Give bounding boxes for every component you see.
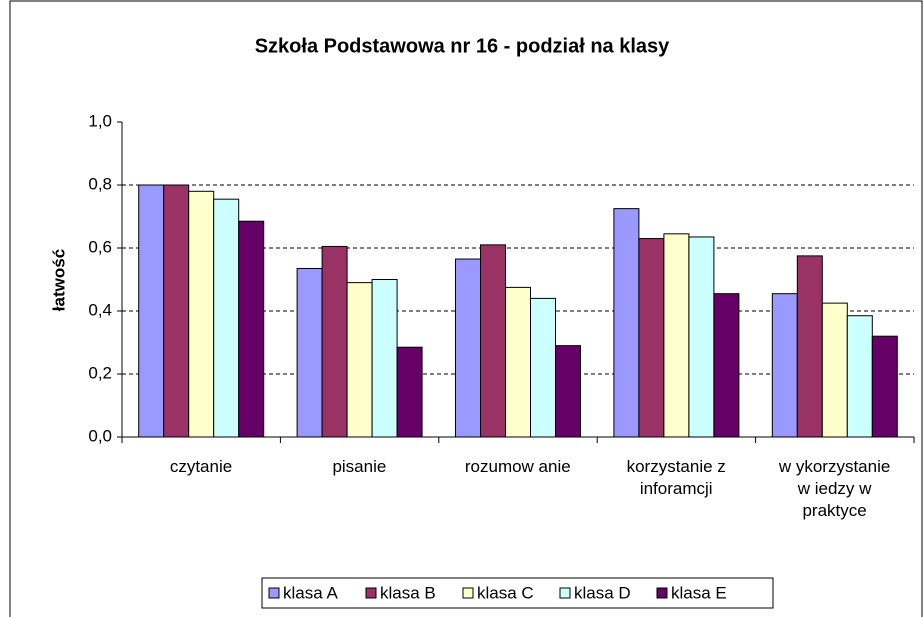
y-tick-label: 0,8 (88, 174, 112, 193)
y-tick-label: 1,0 (88, 111, 112, 130)
y-tick-label: 0,4 (88, 300, 112, 319)
bar (796, 255, 823, 438)
bar (213, 198, 240, 438)
bar (555, 345, 581, 438)
legend-swatch (559, 587, 571, 599)
bar (480, 244, 506, 438)
legend-label: klasa E (671, 583, 727, 602)
bar (455, 258, 481, 438)
bar (321, 245, 348, 438)
legend-label: klasa B (380, 583, 436, 602)
legend-label: klasa D (574, 583, 631, 602)
bar (871, 335, 898, 438)
bar (296, 267, 323, 438)
legend-swatch (656, 587, 668, 599)
chart-border (9, 0, 923, 617)
bar (346, 282, 373, 438)
bar (688, 236, 715, 438)
y-tick-label: 0,0 (88, 426, 112, 445)
bar (188, 190, 215, 438)
chart-title: Szkoła Podstawowa nr 16 - podział na kla… (255, 35, 670, 57)
bar (163, 184, 190, 438)
bar (371, 279, 398, 438)
bar (638, 238, 665, 438)
legend-label: klasa A (283, 583, 338, 602)
bar (846, 315, 873, 438)
legend-swatch (268, 587, 280, 599)
bar (238, 220, 265, 438)
bar (138, 184, 165, 438)
y-axis-label: łatwość (49, 249, 68, 311)
legend-swatch (462, 587, 474, 599)
x-tick-label: pisanie (332, 457, 387, 476)
bar (505, 286, 531, 438)
legend-box (261, 577, 774, 609)
bar (821, 302, 848, 438)
y-tick-label: 0,2 (88, 363, 112, 382)
bar (613, 208, 640, 438)
x-tick-label: korzystanie z inforamcji (626, 457, 726, 498)
bar (396, 346, 423, 438)
x-tick-label: rozumow anie (464, 457, 571, 476)
legend-swatch (365, 587, 377, 599)
y-tick-label: 0,6 (88, 237, 112, 256)
x-tick-label: czytanie (169, 457, 233, 476)
bar (771, 293, 798, 438)
legend-label: klasa C (477, 583, 534, 602)
bar (663, 233, 690, 438)
bar (530, 297, 556, 438)
bar (713, 293, 740, 438)
x-tick-label: w ykorzystanie w iedzy w praktyce (778, 457, 891, 520)
